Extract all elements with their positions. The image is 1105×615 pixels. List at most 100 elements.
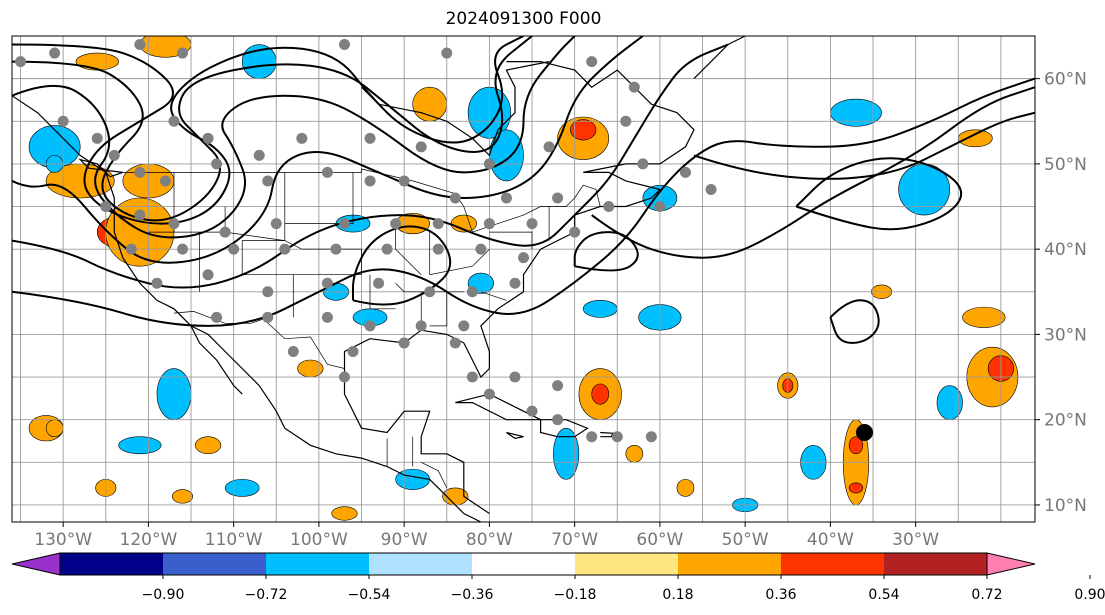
station-dot (483, 388, 495, 400)
contour-line (352, 225, 452, 306)
coastline (343, 368, 490, 514)
station-dot (415, 320, 427, 332)
anomaly-blob (625, 444, 644, 463)
station-dot (159, 175, 171, 187)
station-dot (330, 243, 342, 255)
station-dot (151, 277, 163, 289)
station-dot (390, 218, 402, 230)
station-dot (500, 192, 512, 204)
contour-line (12, 43, 729, 289)
station-dot (637, 158, 649, 170)
colorbar-swatch (575, 553, 678, 575)
station-dot (211, 158, 223, 170)
anomaly-blob (489, 129, 524, 182)
anomaly-blob (171, 489, 194, 504)
border-line (395, 223, 422, 275)
station-dot (509, 371, 521, 383)
station-dot (475, 243, 487, 255)
coastline (361, 61, 550, 157)
map-plot-area (12, 36, 1035, 522)
colorbar-swatch (884, 553, 987, 575)
coastline (12, 95, 243, 395)
colorbar-swatch (163, 553, 266, 575)
station-dot (177, 243, 188, 255)
station-dot (373, 277, 385, 289)
station-dot (296, 132, 308, 144)
station-dot (321, 166, 333, 178)
station-dot (458, 320, 470, 332)
station-dot (202, 269, 214, 281)
lat-tick-label: 50°N (1044, 155, 1087, 175)
station-dot (432, 243, 444, 255)
station-dot (338, 371, 350, 383)
longitude-labels: 130°W 120°W 110°W 100°W 90°W 80°W 70°W 60°W 50°W… (34, 522, 939, 550)
colorbar-low-extend (11, 552, 61, 576)
lon-tick-label: 110°W (205, 530, 263, 550)
border-line (429, 291, 448, 327)
station-dot (177, 47, 188, 59)
station-dot (202, 132, 214, 144)
station-dot (211, 311, 223, 323)
colorbar-swatch (781, 553, 884, 575)
contour-line (795, 157, 963, 231)
station-dot (134, 39, 146, 51)
border-line (489, 231, 533, 250)
height-contours (12, 36, 1035, 344)
station-dot (526, 405, 538, 417)
colorbar-tick-label: −0.36 (451, 587, 494, 603)
colorbar-tick-label: 0.90 (1074, 587, 1105, 603)
station-dot (321, 311, 333, 323)
lon-tick-label: 40°W (807, 530, 854, 550)
colorbar-tick-label: −0.18 (554, 587, 597, 603)
station-dot (509, 277, 521, 289)
station-dot (364, 320, 376, 332)
coastline (693, 36, 746, 80)
anomaly-blob (118, 436, 162, 455)
station-dot (679, 166, 691, 178)
lon-tick-label: 70°W (551, 530, 598, 550)
station-dot (552, 380, 564, 392)
anomaly-blob (194, 436, 222, 455)
station-dot (219, 226, 231, 238)
anomaly-blob (582, 300, 618, 318)
anomaly-blob (75, 52, 119, 71)
station-dot (705, 183, 717, 195)
colorbar-swatch (472, 553, 575, 575)
border-line (421, 461, 448, 489)
station-dot (347, 345, 359, 357)
station-dot (552, 192, 564, 204)
lon-tick-label: 130°W (34, 530, 92, 550)
station-dot (620, 115, 632, 127)
border-line (284, 172, 354, 224)
lon-tick-label: 60°W (636, 530, 683, 550)
station-dot (466, 286, 478, 298)
contour-line (829, 299, 880, 344)
contour-line (12, 36, 644, 264)
anomaly-blob (395, 468, 431, 490)
station-dot (253, 149, 265, 161)
colorbar-tick-label: 0.18 (662, 587, 693, 603)
anomaly-blob (45, 419, 64, 438)
lon-tick-label: 90°W (381, 530, 428, 550)
station-dot (441, 47, 453, 59)
map-frame (11, 35, 1036, 523)
station-dot (466, 371, 478, 383)
colorbar-swatch (60, 553, 163, 575)
border-line (241, 172, 294, 318)
lon-tick-label: 30°W (892, 530, 939, 550)
station-dot (449, 337, 461, 349)
anomaly-blob (156, 368, 192, 420)
station-dot (321, 277, 333, 289)
station-dot (543, 141, 555, 153)
colorbar-tick-label: −0.54 (348, 587, 391, 603)
storm-center-marker (856, 423, 873, 441)
station-dot (611, 431, 623, 443)
station-dot (432, 218, 444, 230)
station-dot (15, 56, 27, 68)
colorbar-swatch (369, 553, 472, 575)
lon-tick-label: 120°W (120, 530, 178, 550)
station-dot (338, 39, 350, 51)
colorbar-swatch (678, 553, 781, 575)
lon-tick-label: 100°W (290, 530, 348, 550)
station-dot (398, 337, 410, 349)
